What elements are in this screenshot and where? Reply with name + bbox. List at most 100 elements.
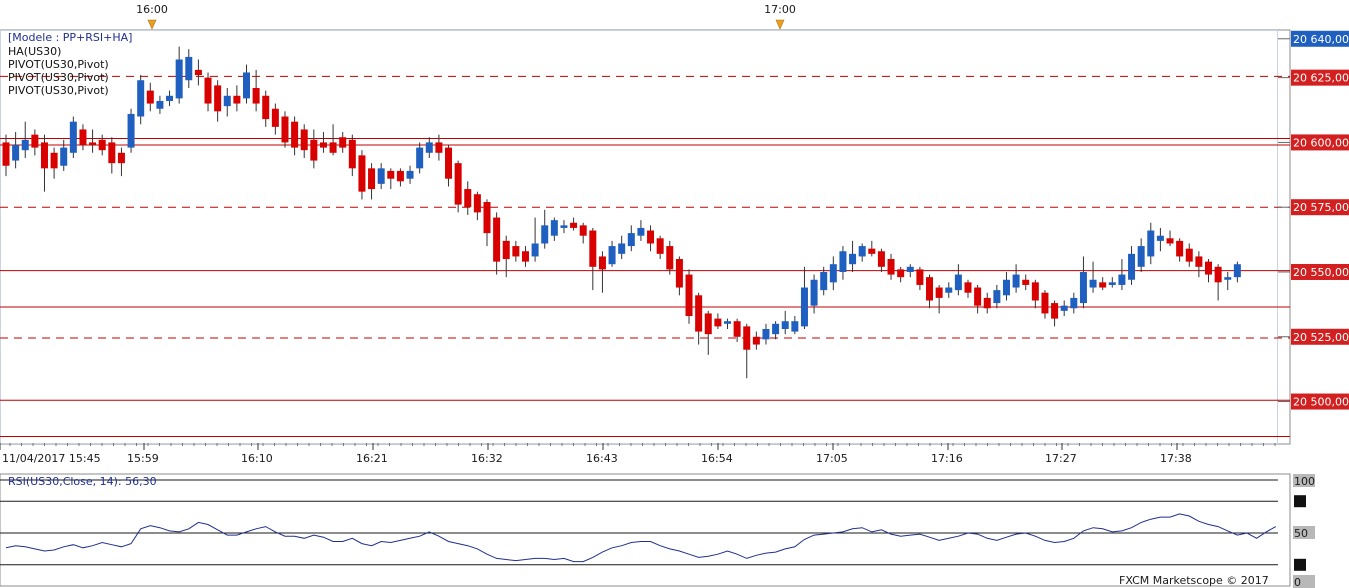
candle [954, 264, 962, 296]
x-tick-label: 16:10 [241, 452, 273, 465]
candle-body [935, 287, 943, 298]
candle [781, 310, 789, 335]
candle-body [1214, 266, 1222, 283]
candle [685, 269, 693, 324]
candle-body [358, 155, 366, 192]
candle [1214, 264, 1222, 301]
candle [541, 209, 549, 249]
candle-body [1185, 248, 1193, 262]
candle-body [704, 313, 712, 335]
candle [656, 235, 664, 260]
candle [820, 266, 828, 296]
candle-body [570, 222, 578, 228]
rsi-label-bg [1293, 474, 1315, 487]
candle-body [550, 220, 558, 236]
candle-body [156, 100, 164, 109]
candle [1041, 290, 1049, 319]
candle [396, 168, 404, 187]
candle-body [21, 139, 29, 151]
candle [974, 284, 982, 314]
candle-body [608, 246, 616, 265]
candle-body [339, 137, 347, 148]
rsi-tick-label: 100 [1294, 475, 1315, 488]
x-tick-label: 17:38 [1160, 452, 1192, 465]
candle-body [137, 80, 145, 117]
top-time-label: 16:00 [136, 3, 168, 16]
top-time-label: 17:00 [764, 3, 796, 16]
candle [50, 147, 58, 179]
candle [204, 72, 212, 112]
candle-body [974, 287, 982, 306]
candle-body [243, 72, 250, 99]
candle [291, 116, 299, 156]
candle-body [849, 253, 857, 265]
candle-body [493, 217, 501, 262]
candle [906, 264, 914, 278]
candle [300, 124, 308, 158]
candle-body [166, 95, 174, 101]
candle-body [175, 59, 183, 99]
candle-body [223, 95, 231, 107]
candle-body [521, 251, 529, 262]
credit-text: FXCM Marketscope © 2017 [1119, 574, 1269, 587]
legend-entry: PIVOT(US30,Pivot) [8, 71, 109, 84]
top-time-axis: 16:00 17:00 [136, 3, 796, 30]
candle-body [695, 295, 703, 332]
candle-body [618, 243, 626, 254]
candle-body [1089, 279, 1097, 288]
price-label-bg [1291, 69, 1349, 86]
candle [897, 266, 905, 283]
candle-body [839, 251, 847, 272]
candle-body [926, 277, 934, 301]
price-label-bg [1291, 199, 1349, 216]
price-tick-label: 20 600,00 [1293, 136, 1349, 149]
candle-body [1022, 279, 1030, 285]
candle-body [50, 152, 58, 169]
candle [483, 199, 491, 247]
candle-body [954, 274, 962, 291]
legend: [Modele : PP+RSI+HA]HA(US30)PIVOT(US30,P… [8, 31, 132, 97]
candle-body [1176, 240, 1184, 257]
x-tick-label: 16:32 [471, 452, 503, 465]
candle [810, 274, 818, 314]
candle-body [877, 251, 885, 267]
candle [627, 225, 635, 252]
candle [1060, 300, 1068, 317]
candle-body [685, 274, 693, 317]
candle [618, 235, 626, 260]
candle [762, 323, 770, 345]
candle-body [743, 326, 751, 350]
rsi-tick-label: 0 [1294, 576, 1301, 588]
price-tick-label: 20 625,00 [1293, 72, 1349, 85]
x-tick-label: 17:16 [931, 452, 963, 465]
time-marker-icon [775, 19, 785, 30]
candle [454, 160, 462, 213]
candle-body [185, 56, 193, 81]
candle [194, 59, 202, 86]
candle [89, 129, 97, 153]
candle-body [329, 142, 337, 153]
candle [1051, 300, 1059, 327]
candle [1147, 222, 1155, 265]
candle-body [541, 225, 549, 244]
candle [608, 240, 616, 267]
candle-body [858, 246, 866, 257]
candle-body [502, 240, 510, 260]
candle [983, 292, 991, 314]
candle [926, 274, 934, 309]
candle-body [887, 259, 895, 275]
candle [752, 331, 760, 350]
candle-body [656, 238, 664, 254]
candle [98, 134, 106, 156]
candle-body [310, 139, 318, 161]
candle [1031, 279, 1039, 309]
candle [598, 251, 606, 293]
candle-body [724, 321, 731, 324]
candle [772, 321, 780, 340]
price-tick-label: 20 550,00 [1293, 266, 1349, 279]
candle [137, 75, 145, 125]
candle [445, 145, 453, 187]
candle [1233, 261, 1241, 283]
x-tick-label: 15:59 [127, 452, 159, 465]
candle-body [589, 230, 597, 267]
